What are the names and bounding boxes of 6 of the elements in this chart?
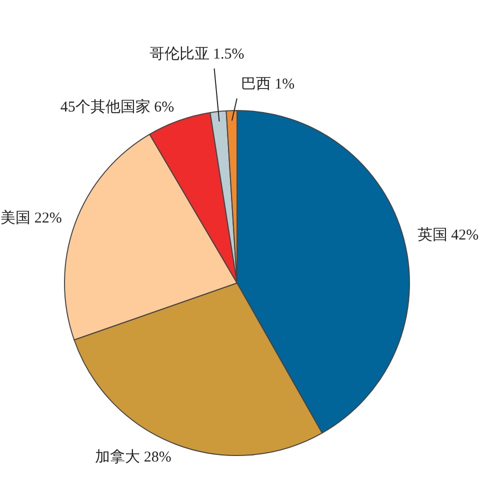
slice-label: 巴西 1% bbox=[240, 76, 295, 92]
slice-label: 哥伦比亚 1.5% bbox=[149, 45, 244, 62]
slice-label: 英国 42% bbox=[417, 226, 479, 244]
slice-label: 45个其他国家 6% bbox=[60, 98, 174, 116]
slice-label: 加拿大 28% bbox=[95, 448, 172, 466]
slice-label: 美国 22% bbox=[0, 210, 62, 227]
